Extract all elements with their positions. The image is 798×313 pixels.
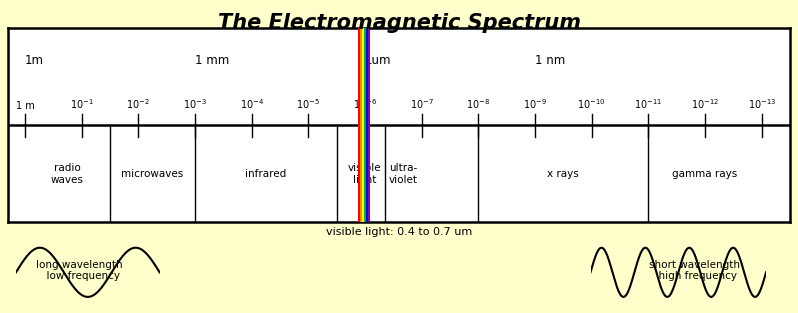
- Bar: [364, 28, 366, 125]
- Text: The Electromagnetic Spectrum: The Electromagnetic Spectrum: [218, 13, 580, 33]
- Bar: [366, 28, 368, 125]
- Text: 1m: 1m: [25, 54, 44, 67]
- Text: ultra-
violet: ultra- violet: [389, 163, 418, 185]
- Text: infrared: infrared: [245, 169, 286, 179]
- Text: radio
waves: radio waves: [51, 163, 84, 185]
- Text: 10$^{-11}$: 10$^{-11}$: [634, 97, 662, 111]
- Text: 1 m: 1 m: [16, 101, 34, 111]
- Text: 1 mm: 1 mm: [195, 54, 229, 67]
- Bar: [366, 125, 368, 222]
- Text: 10$^{-1}$: 10$^{-1}$: [69, 97, 93, 111]
- Text: 10$^{-3}$: 10$^{-3}$: [183, 97, 207, 111]
- Text: 1 nm: 1 nm: [535, 54, 565, 67]
- Text: 10$^{-9}$: 10$^{-9}$: [523, 97, 547, 111]
- Text: long wavelength
  low frequency: long wavelength low frequency: [37, 260, 123, 281]
- Bar: [360, 125, 361, 222]
- Text: short wavelength
  high frequency: short wavelength high frequency: [649, 260, 740, 281]
- Text: 10$^{-13}$: 10$^{-13}$: [748, 97, 776, 111]
- Text: visible
light: visible light: [348, 163, 381, 185]
- Text: 10$^{-2}$: 10$^{-2}$: [126, 97, 150, 111]
- Text: 10$^{-6}$: 10$^{-6}$: [353, 97, 377, 111]
- Bar: [361, 28, 364, 125]
- Text: x rays: x rays: [547, 169, 579, 179]
- Text: 10$^{-4}$: 10$^{-4}$: [239, 97, 264, 111]
- Text: gamma rays: gamma rays: [673, 169, 737, 179]
- Text: 10$^{-12}$: 10$^{-12}$: [691, 97, 719, 111]
- Text: 10$^{-8}$: 10$^{-8}$: [466, 97, 491, 111]
- Bar: [364, 125, 366, 222]
- Bar: [368, 28, 370, 125]
- Text: 10$^{-5}$: 10$^{-5}$: [296, 97, 320, 111]
- Text: 1um: 1um: [365, 54, 392, 67]
- Bar: [358, 125, 360, 222]
- Text: 10$^{-10}$: 10$^{-10}$: [578, 97, 606, 111]
- Bar: [358, 28, 360, 125]
- Text: visible light: 0.4 to 0.7 um: visible light: 0.4 to 0.7 um: [326, 227, 472, 237]
- Bar: [368, 125, 370, 222]
- Bar: [360, 28, 361, 125]
- Text: microwaves: microwaves: [121, 169, 184, 179]
- Text: 10$^{-7}$: 10$^{-7}$: [409, 97, 433, 111]
- Bar: [361, 125, 364, 222]
